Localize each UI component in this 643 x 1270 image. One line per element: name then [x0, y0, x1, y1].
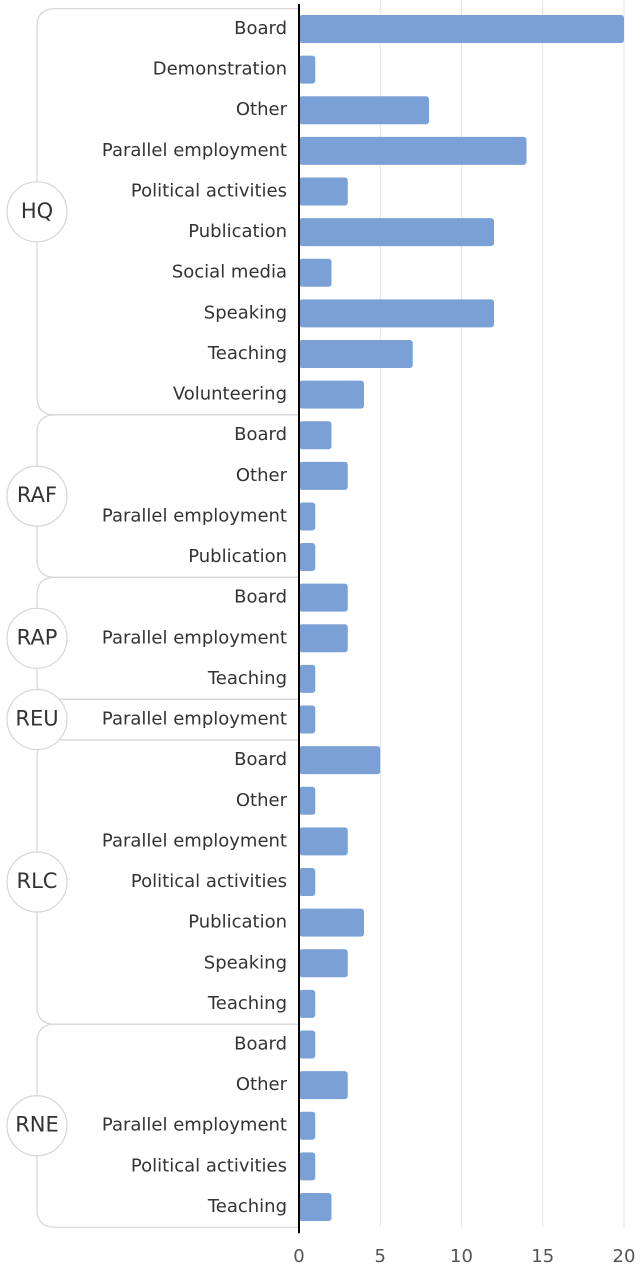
bar: [299, 1030, 316, 1059]
bar: [299, 624, 348, 653]
y-tick-label: Political activities: [131, 180, 287, 201]
y-tick-label: Publication: [188, 221, 287, 242]
y-tick-label: Volunteering: [173, 384, 287, 405]
bar: [299, 96, 429, 125]
bar: [299, 136, 527, 165]
y-tick-label: Speaking: [204, 302, 287, 323]
y-tick-label: Political activities: [131, 871, 287, 892]
y-tick-label: Parallel employment: [102, 709, 287, 730]
bar: [299, 380, 364, 409]
group-label: RLC: [17, 869, 58, 893]
y-tick-label: Other: [236, 1074, 288, 1095]
bars: [299, 15, 624, 1221]
bar: [299, 1152, 316, 1181]
x-tick-label: 15: [531, 1246, 554, 1267]
bar: [299, 55, 316, 84]
group-badge: [6, 181, 68, 243]
bar: [299, 461, 348, 490]
group-label: RAF: [17, 483, 57, 507]
bar: [299, 339, 413, 368]
y-tick-label: Board: [234, 587, 287, 608]
y-tick-label: Teaching: [207, 1196, 287, 1217]
x-tick-label: 20: [613, 1246, 636, 1267]
y-tick-label: Other: [236, 99, 288, 120]
group-badge: [6, 1095, 68, 1157]
group-badge: [6, 851, 68, 913]
y-tick-label: Parallel employment: [102, 830, 287, 851]
y-tick-label: Board: [234, 424, 287, 445]
bar: [299, 543, 316, 572]
y-tick-label: Parallel employment: [102, 627, 287, 648]
bar: [299, 705, 316, 734]
y-tick-label: Political activities: [131, 1155, 287, 1176]
bar: [299, 502, 316, 531]
bar: [299, 299, 494, 328]
y-tick-label: Social media: [172, 262, 287, 283]
y-tick-label: Other: [236, 790, 288, 811]
y-tick-label: Speaking: [204, 952, 287, 973]
bar: [299, 15, 624, 43]
group-label: RNE: [15, 1113, 59, 1137]
bar: [299, 989, 316, 1018]
y-tick-label: Teaching: [207, 668, 287, 689]
grid: [379, 0, 625, 1228]
bar: [299, 868, 316, 897]
bar: [299, 1111, 316, 1140]
y-tick-label: Teaching: [207, 993, 287, 1014]
y-tick-label: Board: [234, 18, 287, 39]
y-tick-label: Parallel employment: [102, 1115, 287, 1136]
group-badge: [6, 688, 68, 751]
bar: [299, 1192, 332, 1221]
y-tick-label: Publication: [188, 912, 287, 933]
bar: [299, 949, 348, 978]
x-tick-label: 5: [375, 1246, 386, 1267]
y-tick-label: Demonstration: [153, 59, 287, 80]
bar: [299, 421, 332, 450]
y-tick-label: Teaching: [207, 343, 287, 364]
group-badge: [6, 465, 68, 527]
y-tick-label: Publication: [188, 546, 287, 567]
bar: [299, 827, 348, 856]
bar: [299, 177, 348, 206]
bar: [299, 786, 316, 815]
bar: [299, 218, 494, 247]
x-tick-label: 10: [450, 1246, 473, 1267]
bar: [299, 258, 332, 287]
bar: [299, 908, 364, 937]
y-tick-label: Board: [234, 749, 287, 770]
bar: [299, 583, 348, 612]
bar: [299, 746, 381, 775]
group-badge: [6, 607, 68, 669]
group-label: RAP: [17, 625, 58, 649]
x-tick-label: 0: [293, 1246, 304, 1267]
y-tick-label: Parallel employment: [102, 505, 287, 526]
y-tick-label: Other: [236, 465, 288, 486]
bar: [299, 664, 316, 693]
bar: [299, 1071, 348, 1100]
y-tick-label: Board: [234, 1034, 287, 1055]
group-label: HQ: [21, 199, 53, 223]
y-tick-label: Parallel employment: [102, 140, 287, 161]
group-label: REU: [15, 707, 58, 731]
